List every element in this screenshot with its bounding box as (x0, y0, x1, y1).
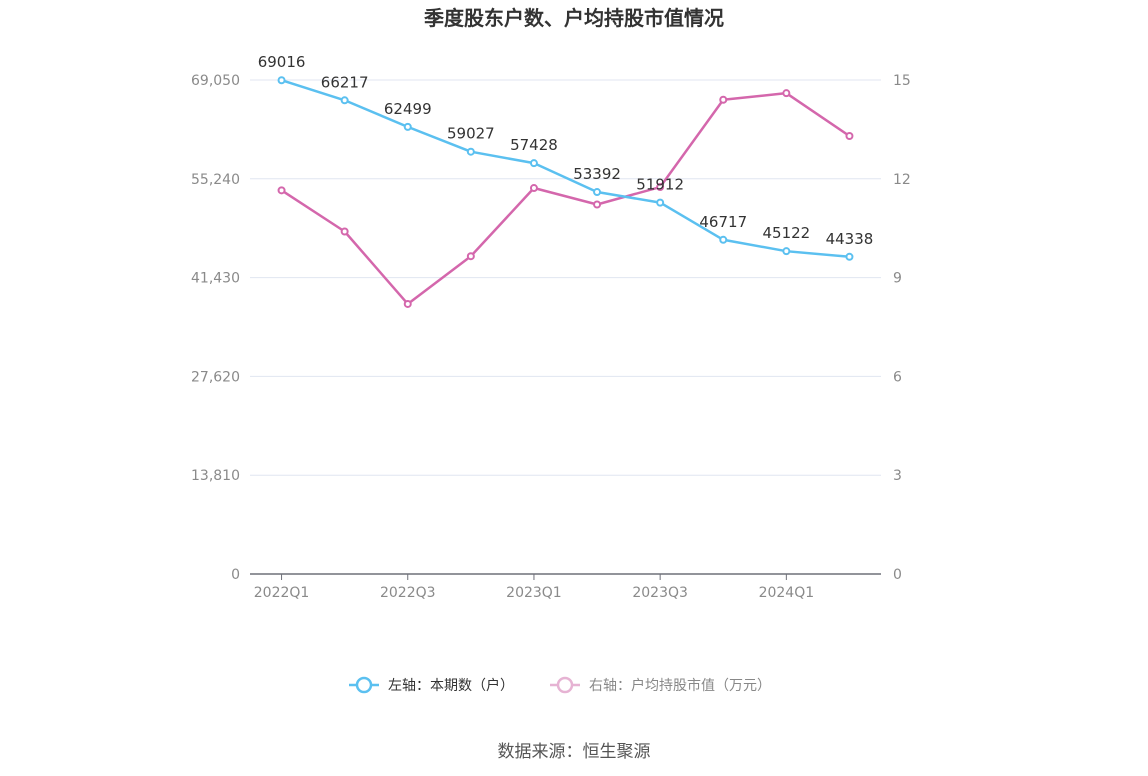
data-point[interactable] (719, 95, 728, 104)
series-line (281, 79, 850, 259)
data-point[interactable] (466, 147, 475, 156)
data-label: 44338 (826, 230, 874, 248)
data-label: 45122 (762, 224, 810, 242)
data-point[interactable] (656, 198, 665, 207)
data-label: 59027 (447, 125, 495, 143)
legend[interactable]: 左轴：本期数（户） 右轴：户均持股市值（万元） (349, 676, 771, 694)
y-right-tick-label: 15 (893, 73, 911, 89)
y-left-tick-label: 13,810 (191, 468, 240, 484)
series (277, 76, 854, 308)
x-tick-label: 2022Q3 (380, 585, 436, 601)
data-point[interactable] (656, 183, 665, 192)
data-point[interactable] (529, 184, 538, 193)
data-label: 57428 (510, 136, 558, 154)
data-point[interactable] (719, 235, 728, 244)
legend-label: 右轴：户均持股市值（万元） (589, 677, 771, 694)
data-label: 46717 (699, 213, 747, 231)
x-tick-label: 2023Q1 (506, 585, 562, 601)
y-right-tick-label: 3 (893, 468, 902, 484)
legend-marker-icon (355, 676, 373, 694)
data-label: 62499 (384, 100, 432, 118)
chart-title: 季度股东户数、户均持股市值情况 (423, 6, 724, 30)
data-point[interactable] (403, 299, 412, 308)
y-left-tick-label: 41,430 (191, 271, 240, 287)
y-right-tick-label: 12 (893, 172, 911, 188)
data-point[interactable] (340, 227, 349, 236)
x-tick-label: 2022Q1 (254, 585, 310, 601)
data-point[interactable] (403, 122, 412, 131)
data-point[interactable] (782, 89, 791, 98)
x-tick-label: 2023Q3 (632, 585, 688, 601)
legend-label: 左轴：本期数（户） (388, 677, 514, 694)
data-point[interactable] (277, 186, 286, 195)
data-label: 69016 (258, 53, 306, 71)
series-line (280, 91, 851, 306)
y-right-tick-label: 9 (893, 271, 902, 287)
data-label: 66217 (321, 73, 369, 91)
legend-item[interactable]: 右轴：户均持股市值（万元） (550, 676, 771, 694)
data-label: 53392 (573, 165, 621, 183)
y-right-tick-label: 0 (893, 567, 902, 583)
data-point[interactable] (529, 159, 538, 168)
y-left-tick-label: 27,620 (191, 369, 240, 385)
data-point[interactable] (277, 76, 286, 85)
axes: 0 13,810 27,620 41,430 55,240 69,050 0 3 6 9 12 15 2… (191, 73, 911, 601)
data-point[interactable] (593, 188, 602, 197)
y-left-tick-label: 55,240 (191, 172, 240, 188)
legend-marker-icon (556, 676, 574, 694)
gridlines (250, 79, 881, 476)
x-tick-label: 2024Q1 (759, 585, 815, 601)
y-right-tick-label: 6 (893, 369, 902, 385)
y-left-tick-label: 69,050 (191, 73, 240, 89)
data-point[interactable] (845, 252, 854, 261)
source-note: 数据来源：恒生聚源 (498, 742, 651, 762)
legend-item[interactable]: 左轴：本期数（户） (349, 676, 514, 694)
data-point[interactable] (782, 247, 791, 256)
data-point[interactable] (340, 96, 349, 105)
y-left-tick-label: 0 (231, 567, 240, 583)
data-point[interactable] (466, 252, 475, 261)
data-point[interactable] (845, 131, 854, 140)
data-labels: 69016 66217 62499 59027 57428 53392 51912 46717… (258, 53, 874, 248)
data-label: 51912 (636, 176, 684, 194)
data-point[interactable] (593, 200, 602, 209)
